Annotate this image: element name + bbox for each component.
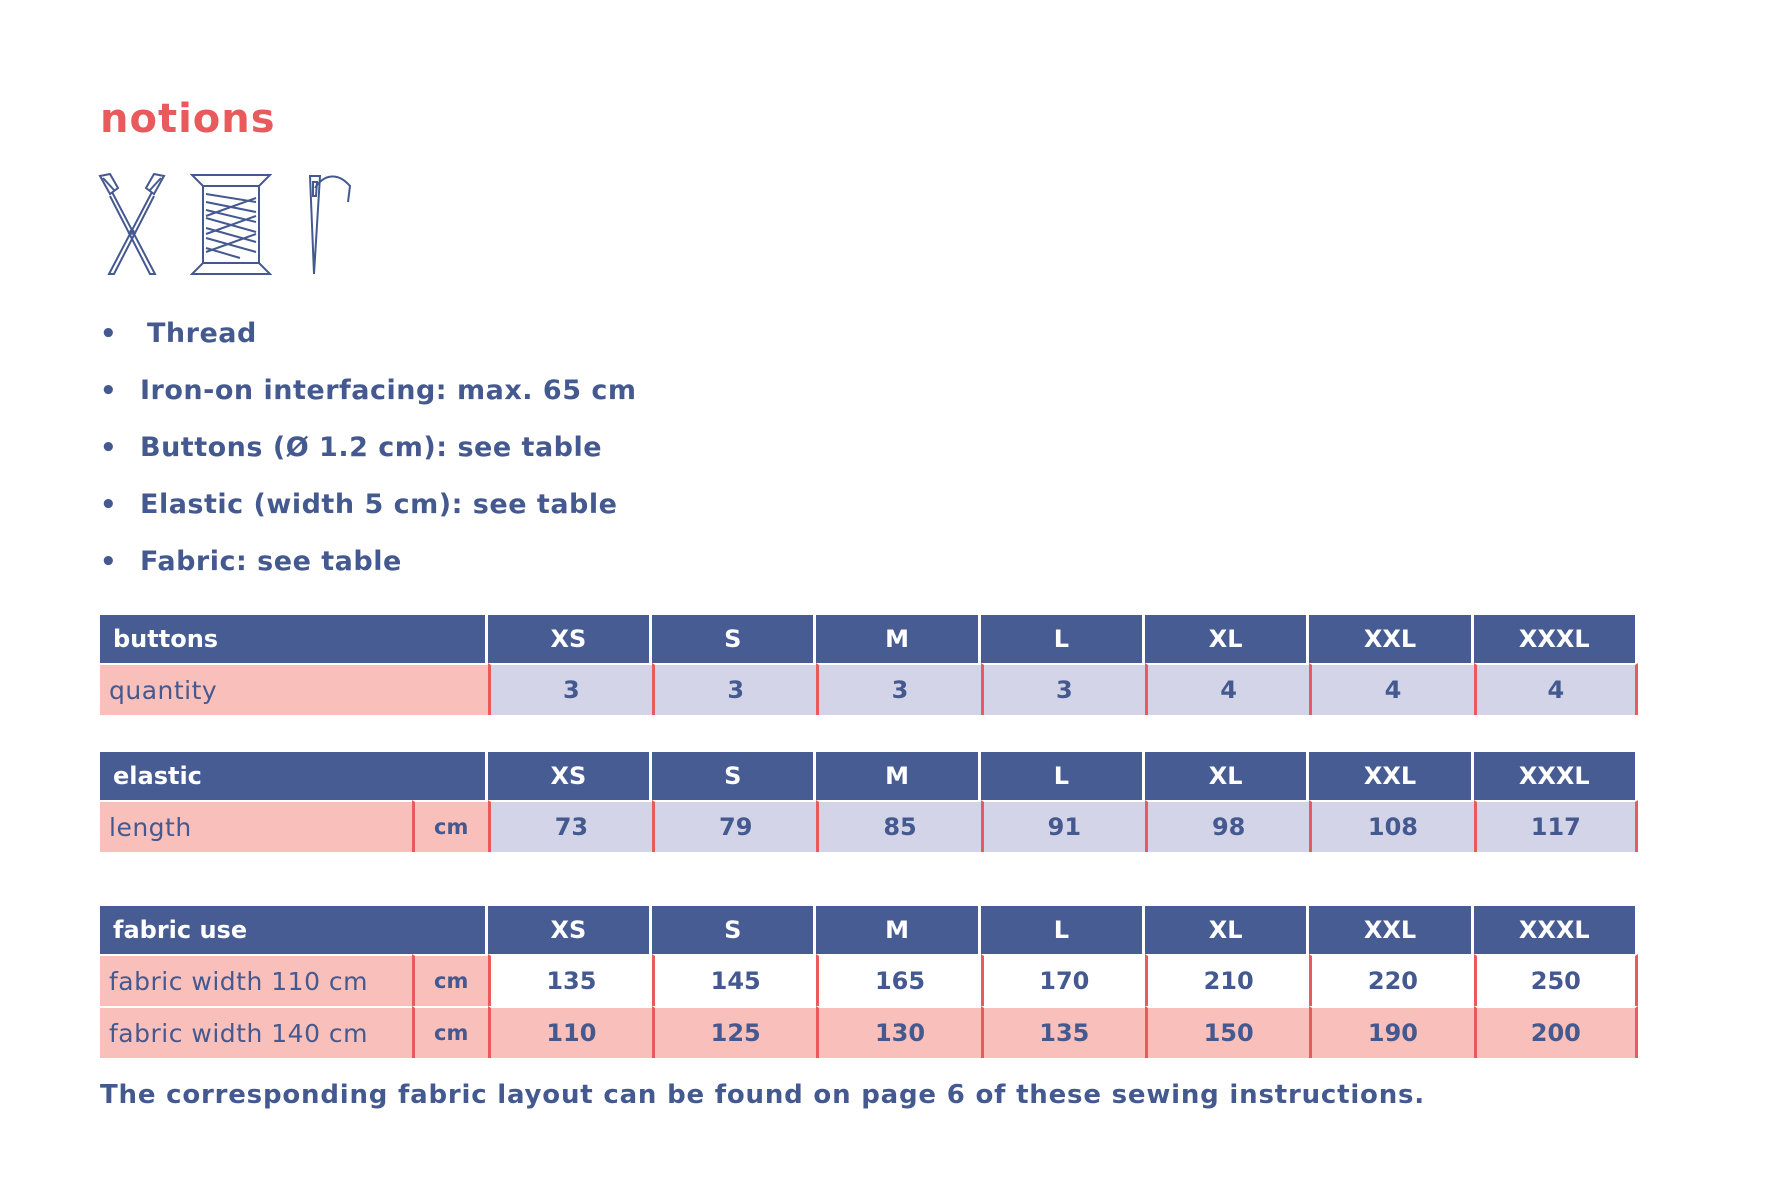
table-cell: 135	[980, 1006, 1145, 1058]
table-header: elastic XS S M L XL XXL XXXL	[100, 752, 1638, 800]
table-row: fabric width 140 cm cm 110 125 130 135 1…	[100, 1006, 1638, 1058]
size-header: XXXL	[1473, 615, 1638, 663]
notions-list: Thread Iron-on interfacing: max. 65 cm B…	[100, 312, 637, 597]
size-header: XL	[1145, 906, 1310, 954]
list-item: Buttons (Ø 1.2 cm): see table	[100, 426, 637, 483]
size-header: S	[652, 615, 817, 663]
table-header: buttons XS S M L XL XXL XXXL	[100, 615, 1638, 663]
size-header: L	[980, 615, 1145, 663]
size-header: XS	[487, 615, 653, 663]
table-cell: 150	[1145, 1006, 1310, 1058]
size-header: S	[652, 906, 817, 954]
size-header: XXL	[1309, 752, 1474, 800]
size-header: XL	[1145, 752, 1310, 800]
table-name: elastic	[100, 752, 488, 800]
table-cell: 98	[1145, 800, 1310, 852]
table-cell: 85	[816, 800, 981, 852]
table-cell: 117	[1473, 800, 1638, 852]
row-label: quantity	[100, 663, 488, 715]
footer-note: The corresponding fabric layout can be f…	[100, 1080, 1425, 1110]
row-label: fabric width 140 cm	[100, 1006, 412, 1058]
table-cell: 210	[1145, 954, 1310, 1006]
table-cell: 145	[652, 954, 817, 1006]
table-cell: 3	[652, 663, 817, 715]
table-cell: 3	[980, 663, 1145, 715]
size-header: M	[816, 906, 981, 954]
table-row: quantity 3 3 3 3 4 4 4	[100, 663, 1638, 715]
size-header: XXL	[1309, 615, 1474, 663]
size-header: XXXL	[1473, 752, 1638, 800]
size-header: S	[652, 752, 817, 800]
unit-label: cm	[411, 1006, 488, 1058]
list-item: Iron-on interfacing: max. 65 cm	[100, 369, 637, 426]
list-item: Thread	[100, 312, 637, 369]
size-header: XS	[487, 752, 653, 800]
section-title: notions	[100, 96, 276, 142]
fabric-use-table: fabric use XS S M L XL XXL XXXL fabric w…	[100, 906, 1638, 1058]
table-cell: 130	[816, 1006, 981, 1058]
table-cell: 4	[1473, 663, 1638, 715]
list-item: Fabric: see table	[100, 540, 637, 597]
buttons-table: buttons XS S M L XL XXL XXXL quantity 3 …	[100, 615, 1638, 715]
table-cell: 79	[652, 800, 817, 852]
size-header: XXXL	[1473, 906, 1638, 954]
needle-icon	[308, 175, 352, 275]
unit-label: cm	[411, 800, 488, 852]
table-cell: 73	[487, 800, 653, 852]
table-header: fabric use XS S M L XL XXL XXXL	[100, 906, 1638, 954]
table-name: buttons	[100, 615, 488, 663]
table-cell: 190	[1309, 1006, 1474, 1058]
list-item: Elastic (width 5 cm): see table	[100, 483, 637, 540]
thread-spool-icon	[190, 174, 272, 275]
table-cell: 135	[487, 954, 653, 1006]
size-header: XXL	[1309, 906, 1474, 954]
table-cell: 200	[1473, 1006, 1638, 1058]
row-label: length	[100, 800, 412, 852]
table-cell: 4	[1145, 663, 1310, 715]
size-header: XL	[1145, 615, 1310, 663]
size-header: L	[980, 906, 1145, 954]
table-cell: 3	[487, 663, 653, 715]
scissors-icon	[98, 172, 166, 275]
table-cell: 110	[487, 1006, 653, 1058]
unit-label: cm	[411, 954, 488, 1006]
table-cell: 3	[816, 663, 981, 715]
table-cell: 125	[652, 1006, 817, 1058]
table-row: length cm 73 79 85 91 98 108 117	[100, 800, 1638, 852]
table-cell: 91	[980, 800, 1145, 852]
table-cell: 165	[816, 954, 981, 1006]
elastic-table: elastic XS S M L XL XXL XXXL length cm 7…	[100, 752, 1638, 852]
table-cell: 4	[1309, 663, 1474, 715]
size-header: L	[980, 752, 1145, 800]
row-label: fabric width 110 cm	[100, 954, 412, 1006]
table-cell: 220	[1309, 954, 1474, 1006]
table-row: fabric width 110 cm cm 135 145 165 170 2…	[100, 954, 1638, 1006]
size-header: M	[816, 752, 981, 800]
table-cell: 250	[1473, 954, 1638, 1006]
table-cell: 108	[1309, 800, 1474, 852]
size-header: M	[816, 615, 981, 663]
size-header: XS	[487, 906, 653, 954]
table-name: fabric use	[100, 906, 488, 954]
table-cell: 170	[980, 954, 1145, 1006]
